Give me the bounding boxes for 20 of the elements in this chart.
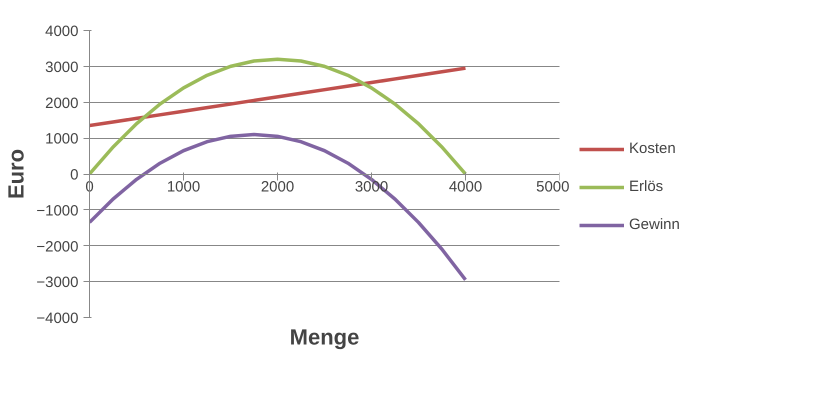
y-tick-label: −1000 (36, 202, 79, 220)
x-tick-label: 4000 (448, 178, 482, 196)
y-tick-label: −3000 (36, 274, 79, 292)
line-series (90, 66, 468, 128)
y-tick-label: −4000 (36, 310, 79, 327)
y-tick-label: 2000 (45, 94, 79, 112)
line-series (90, 57, 468, 176)
y-axis-title: Euro (3, 148, 28, 200)
y-tick-label: −2000 (36, 238, 79, 256)
legend-label: Kosten (629, 140, 676, 157)
y-tick-label: 3000 (45, 58, 79, 76)
x-tick-label: 2000 (260, 178, 294, 196)
legend-label: Gewinn (629, 216, 680, 233)
x-axis-title: Menge (290, 324, 360, 350)
x-tick-label: 1000 (166, 178, 200, 196)
legend-label: Erlös (629, 178, 664, 195)
y-tick-label: 4000 (45, 23, 79, 40)
y-tick-label: 0 (70, 166, 78, 184)
x-tick-label: 5000 (536, 178, 570, 196)
y-tick-label: 1000 (45, 130, 79, 148)
